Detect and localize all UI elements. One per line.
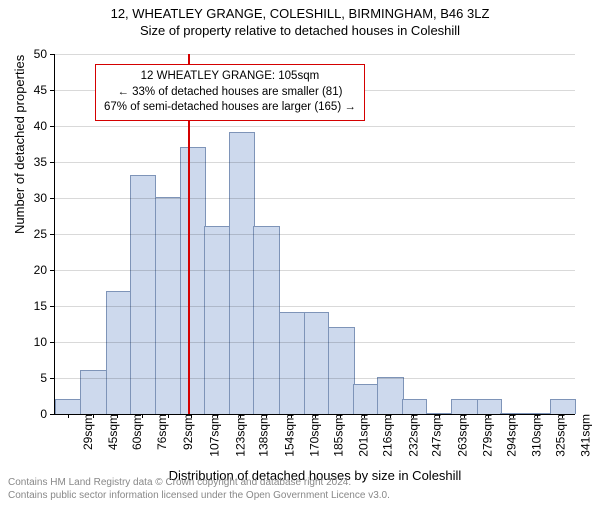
x-tick-label: 60sqm bbox=[126, 414, 144, 450]
y-tick-label: 25 bbox=[34, 227, 55, 241]
footer-line-1: Contains HM Land Registry data © Crown c… bbox=[8, 477, 390, 490]
x-tick-label: 107sqm bbox=[204, 414, 222, 457]
histogram-bar bbox=[402, 399, 427, 414]
x-tick-mark bbox=[142, 414, 143, 418]
x-tick-label: 76sqm bbox=[151, 414, 169, 450]
histogram-bar bbox=[353, 384, 378, 414]
x-tick-label: 92sqm bbox=[177, 414, 195, 450]
title-sub: Size of property relative to detached ho… bbox=[0, 23, 600, 38]
x-tick-mark bbox=[217, 414, 218, 418]
histogram-bar bbox=[80, 370, 107, 414]
x-tick-label: 279sqm bbox=[476, 414, 494, 457]
histogram-bar bbox=[253, 226, 280, 414]
x-tick-mark bbox=[562, 414, 563, 418]
y-tick-label: 40 bbox=[34, 119, 55, 133]
y-tick-label: 5 bbox=[40, 371, 55, 385]
x-tick-mark bbox=[240, 414, 241, 418]
x-tick-mark bbox=[439, 414, 440, 418]
grid-line bbox=[55, 198, 575, 199]
x-tick-label: 201sqm bbox=[353, 414, 371, 457]
histogram-bar bbox=[204, 226, 231, 414]
histogram-bar bbox=[304, 312, 329, 414]
grid-line bbox=[55, 378, 575, 379]
grid-line bbox=[55, 54, 575, 55]
x-tick-label: 294sqm bbox=[500, 414, 518, 457]
x-tick-mark bbox=[413, 414, 414, 418]
x-tick-label: 29sqm bbox=[77, 414, 95, 450]
x-tick-mark bbox=[513, 414, 514, 418]
plot-area: 05101520253035404550 29sqm45sqm60sqm76sq… bbox=[54, 54, 575, 415]
x-tick-label: 170sqm bbox=[304, 414, 322, 457]
footer-line-2: Contains public sector information licen… bbox=[8, 490, 390, 503]
y-tick-label: 10 bbox=[34, 335, 55, 349]
x-tick-mark bbox=[191, 414, 192, 418]
y-tick-label: 35 bbox=[34, 155, 55, 169]
grid-line bbox=[55, 306, 575, 307]
x-tick-label: 341sqm bbox=[575, 414, 593, 457]
histogram-bar bbox=[451, 399, 478, 414]
x-tick-mark bbox=[315, 414, 316, 418]
y-axis-title: Number of detached properties bbox=[12, 55, 27, 234]
x-tick-label: 154sqm bbox=[278, 414, 296, 457]
x-tick-label: 138sqm bbox=[253, 414, 271, 457]
x-tick-label: 185sqm bbox=[327, 414, 345, 457]
histogram-bar bbox=[377, 377, 404, 414]
x-tick-mark bbox=[390, 414, 391, 418]
footer-attribution: Contains HM Land Registry data © Crown c… bbox=[8, 477, 390, 502]
info-box: 12 WHEATLEY GRANGE: 105sqm ← 33% of deta… bbox=[95, 64, 365, 121]
histogram-bar bbox=[106, 291, 131, 414]
x-tick-mark bbox=[537, 414, 538, 418]
title-main: 12, WHEATLEY GRANGE, COLESHILL, BIRMINGH… bbox=[0, 6, 600, 21]
x-tick-mark bbox=[488, 414, 489, 418]
histogram-bar bbox=[279, 312, 306, 414]
x-tick-label: 263sqm bbox=[451, 414, 469, 457]
x-tick-mark bbox=[464, 414, 465, 418]
grid-line bbox=[55, 270, 575, 271]
info-line-3: 67% of semi-detached houses are larger (… bbox=[104, 100, 356, 116]
x-tick-mark bbox=[266, 414, 267, 418]
histogram-bar bbox=[550, 399, 577, 414]
y-tick-label: 30 bbox=[34, 191, 55, 205]
histogram-bar bbox=[328, 327, 355, 414]
x-tick-label: 216sqm bbox=[376, 414, 394, 457]
info-line-2: ← 33% of detached houses are smaller (81… bbox=[104, 85, 356, 101]
x-tick-mark bbox=[291, 414, 292, 418]
x-tick-label: 310sqm bbox=[526, 414, 544, 457]
y-tick-label: 50 bbox=[34, 47, 55, 61]
x-tick-mark bbox=[117, 414, 118, 418]
x-tick-label: 123sqm bbox=[229, 414, 247, 457]
x-tick-mark bbox=[364, 414, 365, 418]
histogram-bar bbox=[180, 147, 205, 414]
histogram-bar bbox=[55, 399, 82, 414]
y-tick-label: 0 bbox=[40, 407, 55, 421]
x-tick-label: 232sqm bbox=[402, 414, 420, 457]
grid-line bbox=[55, 234, 575, 235]
x-tick-label: 45sqm bbox=[102, 414, 120, 450]
histogram-bar bbox=[477, 399, 502, 414]
x-tick-mark bbox=[68, 414, 69, 418]
x-tick-label: 325sqm bbox=[549, 414, 567, 457]
x-tick-mark bbox=[340, 414, 341, 418]
x-tick-mark bbox=[168, 414, 169, 418]
grid-line bbox=[55, 342, 575, 343]
x-tick-mark bbox=[93, 414, 94, 418]
info-line-1: 12 WHEATLEY GRANGE: 105sqm bbox=[104, 69, 356, 85]
y-tick-label: 20 bbox=[34, 263, 55, 277]
y-tick-label: 45 bbox=[34, 83, 55, 97]
y-tick-label: 15 bbox=[34, 299, 55, 313]
grid-line bbox=[55, 126, 575, 127]
grid-line bbox=[55, 162, 575, 163]
x-tick-label: 247sqm bbox=[426, 414, 444, 457]
histogram-bar bbox=[229, 132, 254, 414]
